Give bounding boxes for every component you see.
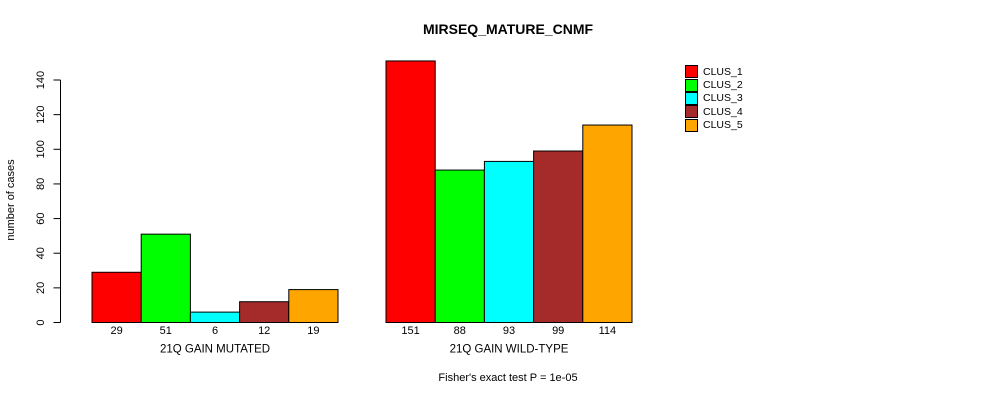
bar-clus_4-group2 (533, 150, 584, 323)
legend-swatch (685, 78, 698, 92)
bar-clus_4-group1 (239, 301, 290, 324)
legend-label: CLUS_4 (703, 105, 743, 118)
y-axis-tick-label: 0 (35, 319, 47, 325)
bar-value-label: 93 (503, 325, 515, 337)
chart-title: MIRSEQ_MATURE_CNMF (422, 21, 594, 37)
legend-label: CLUS_5 (703, 119, 743, 132)
y-axis-tick-label: 20 (35, 282, 47, 294)
bar-clus_3-group2 (483, 160, 535, 323)
y-axis-tick-label: 140 (35, 71, 47, 89)
group-label: 21Q GAIN WILD-TYPE (450, 344, 569, 356)
y-axis-tick-label: 60 (35, 212, 47, 224)
legend-item: CLUS_1 (685, 65, 743, 79)
annotation-text: Fisher's exact test P = 1e-05 (438, 372, 578, 384)
bar-clus_5-group2 (582, 124, 633, 323)
legend-label: CLUS_1 (703, 65, 743, 78)
bar-value-label: 12 (258, 325, 270, 337)
bar-clus_1-group2 (385, 60, 436, 323)
bar-value-label: 51 (160, 325, 172, 337)
bar-value-label: 99 (552, 325, 564, 337)
legend-item: CLUS_4 (685, 105, 743, 119)
bar-value-label: 19 (307, 325, 319, 337)
group-label: 21Q GAIN MUTATED (160, 344, 270, 356)
legend-swatch (685, 65, 698, 79)
y-axis-tick-label: 80 (35, 178, 47, 190)
bar-clus_3-group1 (189, 311, 241, 324)
legend-swatch (685, 105, 698, 119)
bar-clus_1-group1 (91, 271, 142, 323)
bar-value-label: 29 (110, 325, 122, 337)
bar-clus_5-group1 (288, 289, 339, 324)
y-axis-tick-label: 100 (35, 140, 47, 158)
legend-item: CLUS_5 (685, 118, 743, 132)
bar-clus_2-group2 (434, 169, 485, 323)
bar-value-label: 114 (599, 325, 617, 337)
y-axis-tick-label: 40 (35, 247, 47, 259)
legend-label: CLUS_2 (703, 79, 743, 92)
legend-swatch (685, 118, 698, 132)
bar-value-label: 151 (401, 325, 419, 337)
legend: CLUS_1 CLUS_2 CLUS_3 CLUS_4 CLUS_5 (685, 65, 743, 132)
legend-item: CLUS_2 (685, 78, 743, 92)
bar-value-label: 6 (212, 325, 218, 337)
legend-item: CLUS_3 (685, 91, 743, 105)
bar-clus_2-group1 (140, 233, 191, 324)
legend-swatch (685, 91, 698, 105)
legend-label: CLUS_3 (703, 92, 743, 105)
y-axis-tick-label: 120 (35, 105, 47, 123)
bar-value-label: 88 (454, 325, 466, 337)
